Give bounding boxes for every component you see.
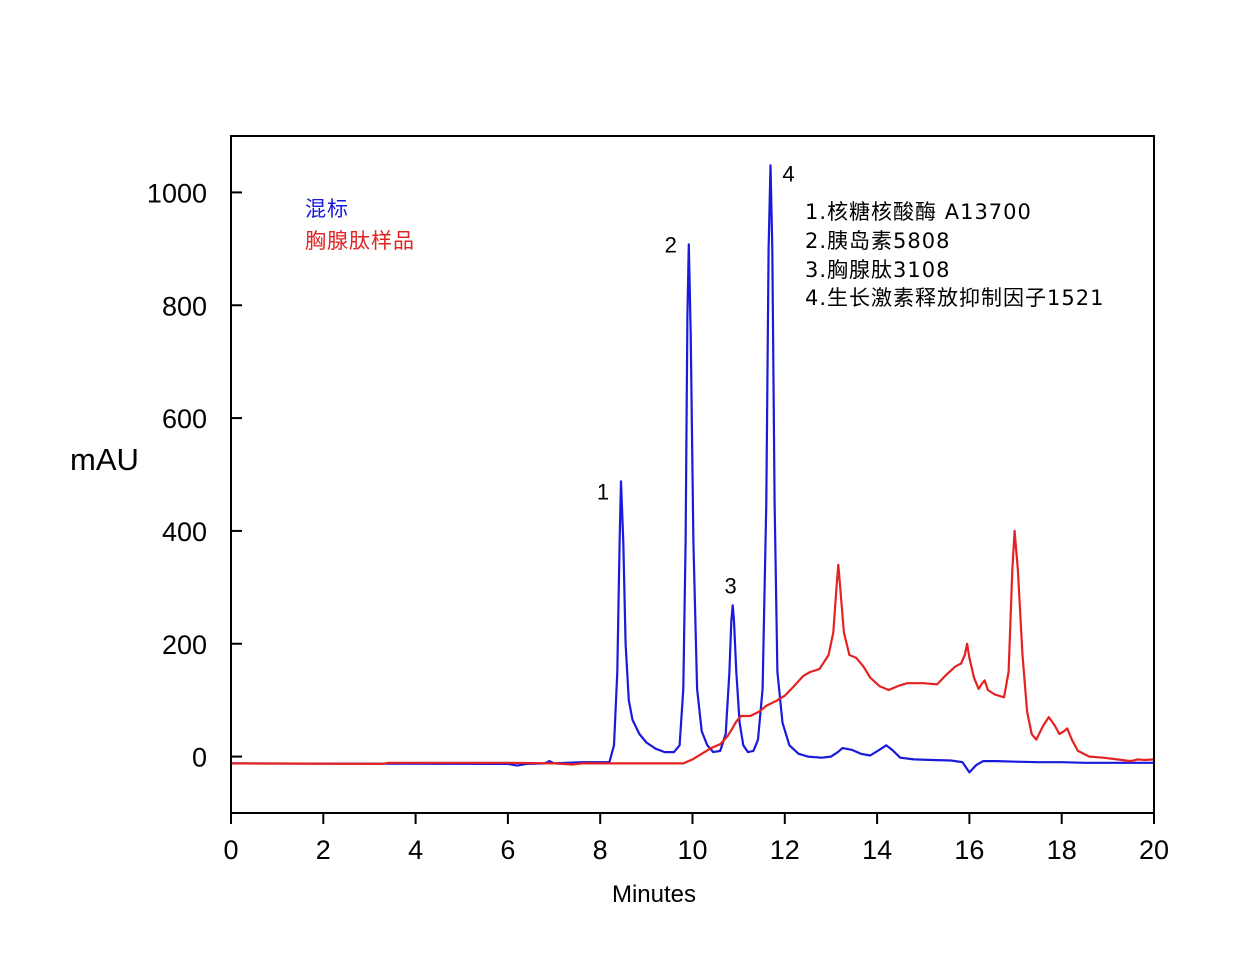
y-axis-ticks: 0 200 400 600 800 1000 [147, 178, 242, 773]
x-tick-label: 12 [770, 835, 800, 865]
x-axis-ticks: 0 2 4 6 8 10 12 14 16 18 20 [223, 813, 1169, 865]
x-tick-label: 10 [677, 835, 707, 865]
y-axis-title: mAU [70, 442, 139, 477]
x-axis-title: Minutes [612, 881, 696, 908]
y-tick-label: 1000 [147, 178, 207, 208]
y-tick-label: 600 [162, 404, 207, 434]
x-tick-label: 8 [593, 835, 608, 865]
y-tick-label: 800 [162, 291, 207, 321]
x-tick-label: 16 [954, 835, 984, 865]
legend-entry-thymosin-sample: 胸腺肽样品 [305, 229, 415, 253]
peak-label-4: 4 [782, 161, 794, 186]
x-tick-label: 6 [500, 835, 515, 865]
note-peak-4: 4.生长激素释放抑制因子1521 [805, 286, 1104, 310]
y-tick-label: 0 [192, 743, 207, 773]
peak-labels: 1 2 3 4 [597, 161, 795, 598]
x-tick-label: 2 [316, 835, 331, 865]
note-peak-1: 1.核糖核酸酶 A13700 [805, 200, 1032, 224]
plot-frame [230, 135, 1155, 814]
peak-label-2: 2 [665, 232, 677, 257]
y-tick-label: 400 [162, 517, 207, 547]
x-tick-label: 0 [223, 835, 238, 865]
peak-annotation-notes: 1.核糖核酸酶 A13700 2.胰岛素5808 3.胸腺肽3108 4.生长激… [805, 200, 1104, 310]
series-line-thymosin-sample [229, 529, 1156, 766]
x-tick-label: 20 [1139, 835, 1169, 865]
legend: 混标 胸腺肽样品 [305, 197, 415, 253]
peak-label-1: 1 [597, 479, 609, 504]
note-peak-2: 2.胰岛素5808 [805, 229, 950, 253]
series-lines [229, 164, 1156, 774]
y-tick-label: 200 [162, 630, 207, 660]
legend-entry-mixed-standard: 混标 [305, 197, 349, 221]
x-tick-label: 14 [862, 835, 892, 865]
x-tick-label: 18 [1047, 835, 1077, 865]
note-peak-3: 3.胸腺肽3108 [805, 258, 950, 282]
series-line-mixed-standard [229, 164, 1156, 774]
x-tick-label: 4 [408, 835, 423, 865]
peak-label-3: 3 [725, 573, 737, 598]
